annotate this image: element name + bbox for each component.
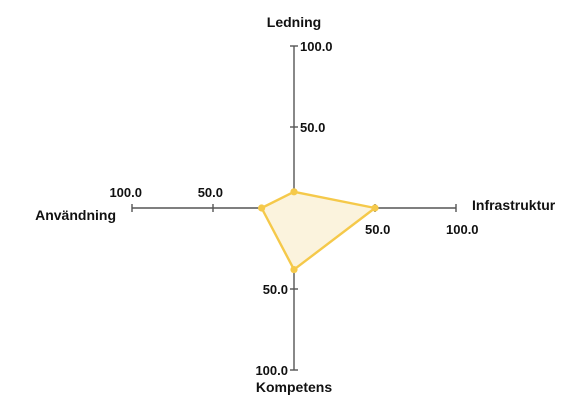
tick-label-anv-ndning-0: 50.0 — [198, 185, 223, 200]
data-point-kompetens — [290, 265, 298, 274]
axis-title-infrastruktur: Infrastruktur — [472, 197, 556, 213]
series-area-0 — [260, 190, 377, 271]
tick-label-ledning-1: 100.0 — [300, 39, 333, 54]
axis-title-anv-ndning: Användning — [35, 207, 116, 223]
tick-label-infrastruktur-1: 100.0 — [446, 222, 479, 237]
data-point-anv-ndning — [258, 204, 266, 212]
tick-label-infrastruktur-0: 50.0 — [365, 222, 390, 237]
data-point-infrastruktur — [371, 204, 379, 212]
tick-label-kompetens-1: 100.0 — [255, 363, 288, 378]
axis-title-ledning: Ledning — [267, 14, 321, 30]
tick-label-kompetens-0: 50.0 — [263, 282, 288, 297]
axis-title-kompetens: Kompetens — [256, 379, 332, 395]
data-point-ledning — [290, 188, 298, 196]
tick-label-anv-ndning-1: 100.0 — [109, 185, 142, 200]
tick-label-ledning-0: 50.0 — [300, 120, 325, 135]
